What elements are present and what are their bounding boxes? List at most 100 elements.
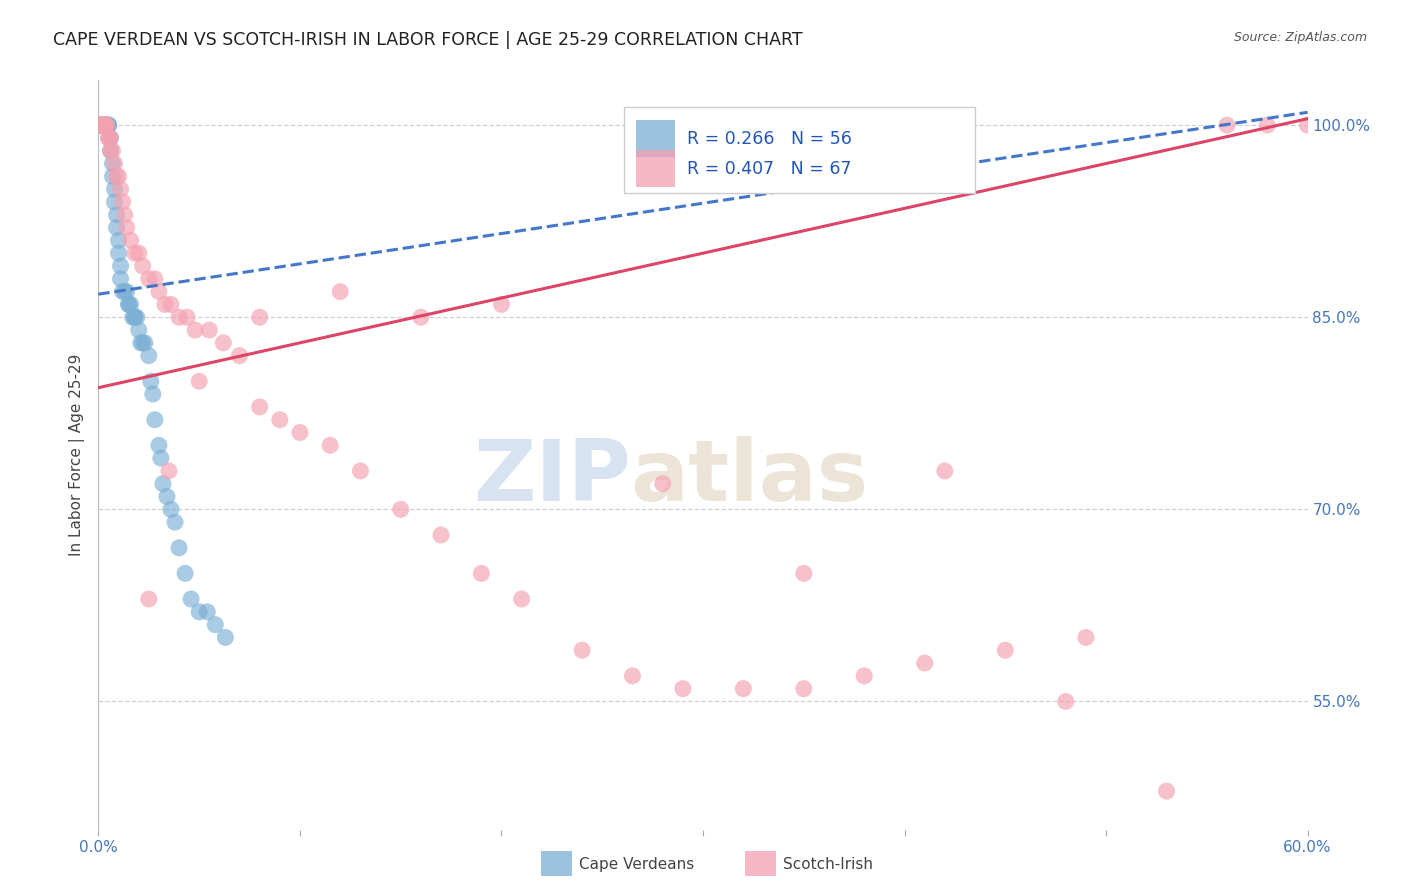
Text: atlas: atlas bbox=[630, 436, 869, 519]
Point bbox=[672, 681, 695, 696]
Point bbox=[103, 156, 125, 170]
Point bbox=[103, 194, 125, 209]
Point bbox=[89, 118, 111, 132]
Text: Source: ZipAtlas.com: Source: ZipAtlas.com bbox=[1233, 31, 1367, 45]
Point bbox=[204, 617, 226, 632]
Point bbox=[153, 297, 176, 311]
Point bbox=[269, 413, 291, 427]
Point bbox=[128, 246, 150, 260]
Point bbox=[105, 220, 128, 235]
Point bbox=[97, 131, 120, 145]
Point bbox=[103, 182, 125, 196]
Point bbox=[1156, 784, 1178, 798]
Point bbox=[139, 374, 162, 388]
Point bbox=[128, 323, 150, 337]
Point bbox=[111, 285, 134, 299]
Point bbox=[89, 118, 111, 132]
Point bbox=[107, 169, 129, 184]
Point bbox=[163, 515, 186, 529]
Point bbox=[167, 310, 190, 325]
Point bbox=[249, 310, 271, 325]
Point bbox=[143, 413, 166, 427]
Point bbox=[132, 259, 155, 273]
Point bbox=[96, 118, 118, 132]
Point bbox=[184, 323, 207, 337]
Point bbox=[198, 323, 221, 337]
Point bbox=[994, 643, 1017, 657]
Point bbox=[115, 220, 138, 235]
Text: R = 0.407   N = 67: R = 0.407 N = 67 bbox=[688, 160, 852, 178]
Point bbox=[105, 208, 128, 222]
Point bbox=[167, 541, 190, 555]
Point bbox=[1296, 118, 1319, 132]
Point bbox=[138, 349, 160, 363]
Point bbox=[91, 118, 114, 132]
Point bbox=[914, 656, 936, 670]
Point bbox=[101, 169, 124, 184]
Point bbox=[733, 681, 755, 696]
Point bbox=[160, 502, 183, 516]
Point bbox=[93, 118, 115, 132]
Bar bbox=[637, 150, 675, 187]
Point bbox=[180, 592, 202, 607]
Point bbox=[124, 246, 146, 260]
Point bbox=[157, 464, 180, 478]
Point bbox=[329, 285, 352, 299]
Point bbox=[571, 643, 593, 657]
Point bbox=[143, 272, 166, 286]
Point bbox=[91, 118, 114, 132]
Point bbox=[1256, 118, 1278, 132]
Point bbox=[110, 272, 132, 286]
Point bbox=[110, 259, 132, 273]
Point bbox=[100, 144, 122, 158]
Point bbox=[114, 285, 136, 299]
Point bbox=[96, 118, 118, 132]
Point bbox=[934, 464, 956, 478]
Point bbox=[120, 297, 142, 311]
Point bbox=[101, 144, 124, 158]
Point bbox=[430, 528, 453, 542]
Point bbox=[93, 118, 115, 132]
Point bbox=[409, 310, 432, 325]
Point bbox=[93, 118, 115, 132]
Point bbox=[105, 169, 128, 184]
Point bbox=[110, 182, 132, 196]
Point bbox=[124, 310, 146, 325]
Point bbox=[1216, 118, 1239, 132]
Point bbox=[100, 131, 122, 145]
Point bbox=[124, 310, 146, 325]
Point bbox=[129, 335, 152, 350]
Point bbox=[111, 194, 134, 209]
Point bbox=[174, 566, 197, 581]
Point bbox=[176, 310, 198, 325]
Point bbox=[148, 285, 170, 299]
Point bbox=[97, 118, 120, 132]
Point bbox=[249, 400, 271, 414]
Point bbox=[118, 297, 141, 311]
Point bbox=[156, 490, 179, 504]
Point bbox=[149, 451, 172, 466]
Point bbox=[91, 118, 114, 132]
Point bbox=[195, 605, 218, 619]
Point bbox=[389, 502, 412, 516]
Point bbox=[121, 310, 143, 325]
Point bbox=[188, 605, 211, 619]
Point bbox=[100, 131, 122, 145]
Point bbox=[107, 246, 129, 260]
Point bbox=[132, 335, 155, 350]
Point bbox=[510, 592, 533, 607]
Point bbox=[101, 156, 124, 170]
Point bbox=[1074, 631, 1097, 645]
Point bbox=[120, 233, 142, 247]
Point bbox=[96, 118, 118, 132]
Text: R = 0.266   N = 56: R = 0.266 N = 56 bbox=[688, 129, 852, 148]
Point bbox=[96, 118, 118, 132]
Point bbox=[138, 592, 160, 607]
Point bbox=[142, 387, 165, 401]
Point bbox=[134, 335, 156, 350]
Point bbox=[115, 285, 138, 299]
Point bbox=[93, 118, 115, 132]
Point bbox=[93, 118, 115, 132]
Point bbox=[91, 118, 114, 132]
Point bbox=[470, 566, 492, 581]
